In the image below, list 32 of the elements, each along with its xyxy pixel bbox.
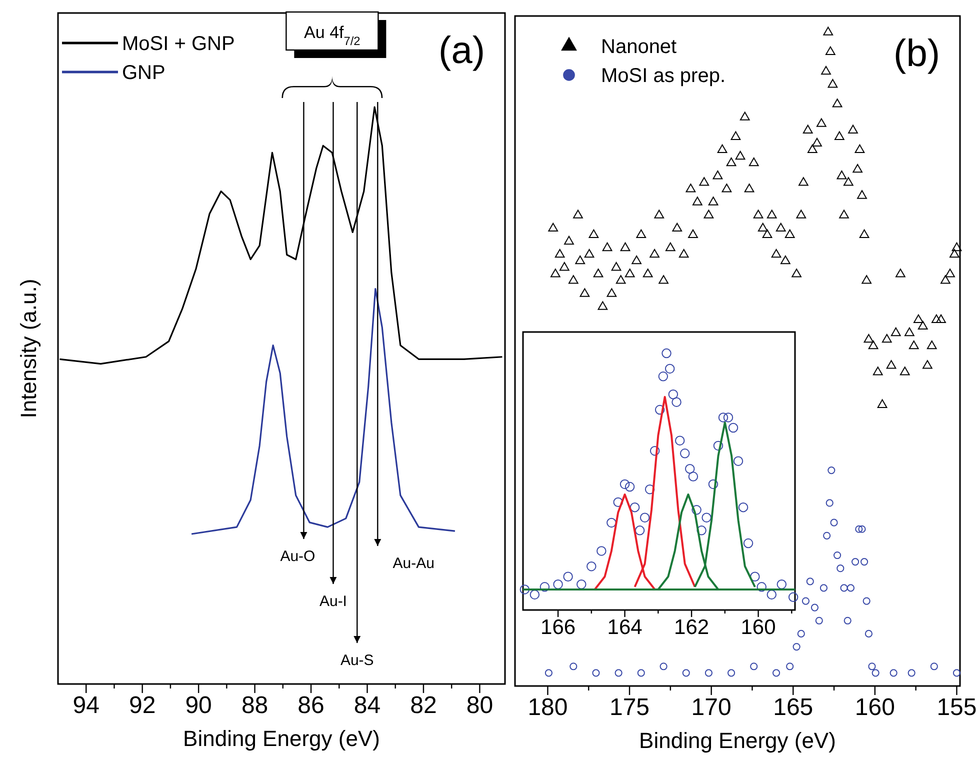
text: Au 4f$_{7/2}$ — [304, 23, 361, 48]
x-axis-title: Binding Energy (eV) — [183, 726, 380, 751]
y-axis-title: Intensity (a.u.) — [16, 278, 41, 418]
x-tick-label: 160 — [854, 694, 895, 721]
chart-title: (b) — [894, 33, 940, 75]
x-tick-label: 84 — [354, 692, 381, 719]
x-axis-title: Binding Energy (eV) — [639, 728, 836, 753]
x-tick-label: 82 — [410, 692, 437, 719]
x-tick-label: 162 — [674, 616, 710, 639]
x-tick-label: 94 — [72, 692, 100, 719]
x-tick-label: 155 — [936, 694, 977, 721]
legend-label: GNP — [122, 62, 166, 84]
chart-title: (a) — [438, 30, 485, 72]
x-tick-label: 164 — [607, 616, 643, 639]
legend-label: MoSI + GNP — [122, 33, 235, 55]
x-tick-label: 166 — [540, 616, 576, 639]
x-tick-label: 160 — [740, 616, 776, 639]
legend-label: MoSI as prep. — [601, 65, 726, 87]
ref-line-label: Au-I — [319, 593, 347, 610]
x-tick-label: 90 — [185, 692, 212, 719]
x-tick-label: 92 — [128, 692, 156, 719]
x-tick-label: 80 — [466, 692, 494, 719]
x-tick-label: 88 — [241, 692, 268, 719]
ref-line-label: Au-Au — [392, 555, 434, 572]
x-tick-label: 170 — [691, 694, 732, 721]
x-tick-label: 86 — [298, 692, 324, 719]
x-tick-label: 180 — [528, 694, 568, 721]
ref-line-label: Au-O — [280, 548, 316, 565]
x-tick-label: 175 — [610, 694, 650, 721]
ref-line-label: Au-S — [340, 652, 374, 669]
legend-label: Nanonet — [601, 36, 678, 58]
x-tick-label: 165 — [773, 694, 814, 721]
